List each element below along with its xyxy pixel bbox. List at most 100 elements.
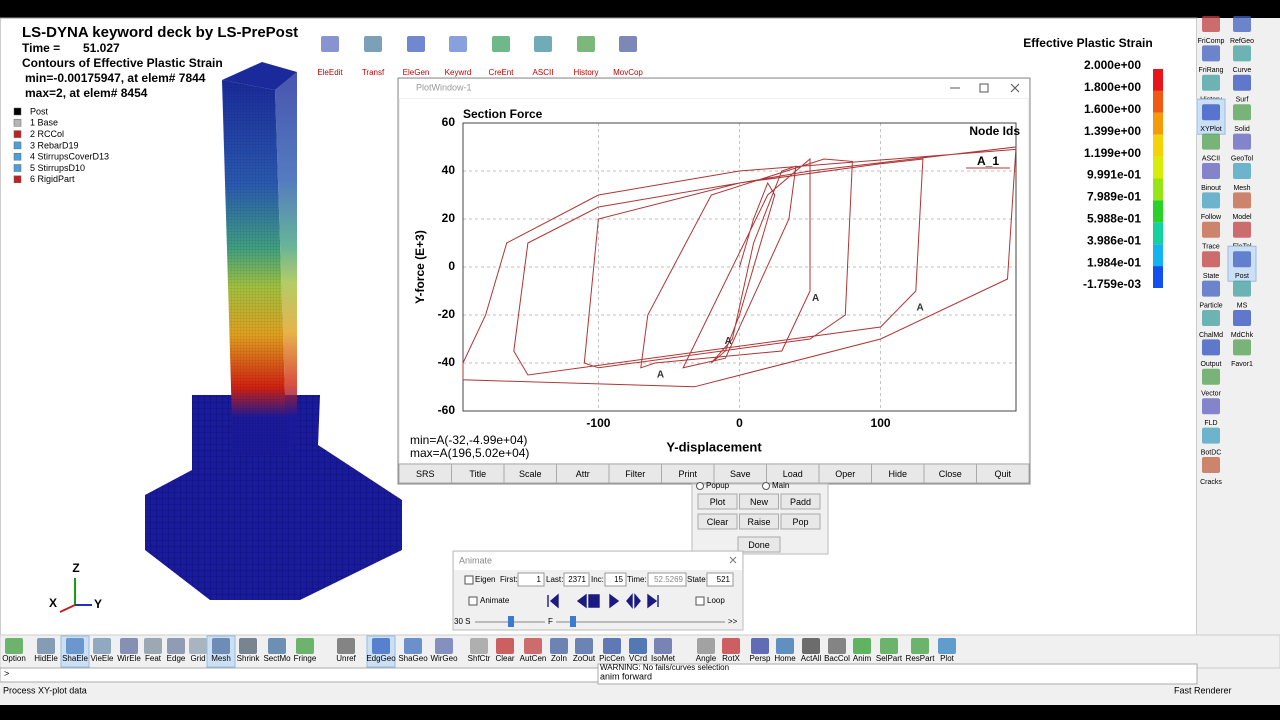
xy-button[interactable] <box>780 513 821 530</box>
tool-label: Post <box>1235 273 1249 280</box>
max-text: max=A(196,5.02e+04) <box>410 446 529 460</box>
renderer: Fast Renderer <box>1174 685 1232 695</box>
speed-label: 30 S <box>454 617 470 626</box>
time-label: Time: <box>627 575 647 584</box>
field[interactable] <box>604 572 627 587</box>
anim-button[interactable] <box>647 593 659 609</box>
icon <box>1202 16 1220 32</box>
tool-label: Mesh <box>211 654 231 663</box>
tool-label: Vector <box>1201 391 1222 398</box>
legend-label: 7.989e-01 <box>1087 190 1141 204</box>
done-button[interactable] <box>737 536 781 553</box>
triad: Z X Y <box>49 561 102 613</box>
time-value: 51.027 <box>83 41 120 55</box>
icon <box>1202 457 1220 473</box>
tool-label: Plot <box>940 654 955 663</box>
checkbox[interactable] <box>464 575 474 585</box>
first-label: First: <box>500 575 518 584</box>
legend-swatch <box>1153 156 1163 179</box>
icon <box>268 638 286 654</box>
animate-titlebar <box>454 552 742 570</box>
icon <box>1202 221 1220 238</box>
tool-label: SelPart <box>876 654 903 663</box>
field[interactable] <box>647 572 687 587</box>
checkbox[interactable] <box>468 596 478 606</box>
part-color <box>13 175 22 184</box>
tool-label: Shrink <box>237 654 261 663</box>
xy-button[interactable] <box>739 513 779 530</box>
legend-swatch <box>1153 200 1163 223</box>
plot-button[interactable] <box>976 463 1030 484</box>
icon <box>1233 280 1251 297</box>
state-label: State: <box>687 575 708 584</box>
tool-label: ResPart <box>906 654 936 663</box>
legend-swatch <box>1153 90 1163 113</box>
curve-marker: A <box>657 370 664 381</box>
anim-button[interactable] <box>576 593 587 609</box>
icon <box>167 638 185 654</box>
tool-label: Unref <box>336 654 356 663</box>
field[interactable] <box>517 572 545 587</box>
icon <box>911 638 929 654</box>
icon <box>120 638 138 654</box>
top-bar <box>0 0 1280 18</box>
icon <box>1202 45 1220 62</box>
toolbar-label: Transf <box>362 68 385 77</box>
win-close[interactable] <box>1010 83 1020 93</box>
tool-label: VCrd <box>629 654 647 663</box>
legend-label: 1.600e+00 <box>1084 102 1141 116</box>
icon <box>802 638 820 654</box>
anim-button[interactable] <box>609 593 620 609</box>
tool-label: WirGeo <box>430 654 458 663</box>
legend-entry: A_1 <box>977 154 999 168</box>
icon <box>404 638 422 654</box>
loop-label: Loop <box>707 596 725 605</box>
toolbar-label: EleGen <box>403 68 430 77</box>
command-line[interactable] <box>0 667 599 683</box>
part-label: 6 RigidPart <box>30 174 75 184</box>
max-info: max=2, at elem# 8454 <box>25 86 148 100</box>
icon <box>5 638 23 654</box>
tool-label: Feat <box>145 654 162 663</box>
legend-swatch <box>1153 69 1163 91</box>
tool-label: State <box>1203 273 1219 280</box>
xy-button[interactable] <box>697 493 738 510</box>
win-maximize[interactable] <box>979 83 989 93</box>
radio[interactable] <box>696 482 704 490</box>
field[interactable] <box>563 572 590 587</box>
tool-label: Trace <box>1202 244 1220 251</box>
tool-label: ASCII <box>1202 155 1220 162</box>
last-label: Last: <box>546 575 563 584</box>
xy-button[interactable] <box>697 513 738 530</box>
radio[interactable] <box>762 482 770 490</box>
part-color <box>13 130 22 138</box>
field[interactable] <box>706 572 734 587</box>
tool-label: FriRang <box>1199 67 1224 74</box>
icon <box>1233 16 1251 32</box>
icon <box>853 638 871 654</box>
checkbox[interactable] <box>695 596 705 606</box>
part-label: 2 RCCol <box>30 129 64 139</box>
icon <box>470 638 488 654</box>
anim-button[interactable] <box>547 593 559 609</box>
tool-label: Persp <box>750 654 771 663</box>
icon <box>337 638 355 654</box>
slider-thumb[interactable] <box>570 616 576 627</box>
animate-close[interactable] <box>729 556 737 564</box>
icon <box>239 638 257 654</box>
tool-label: MS <box>1237 302 1248 309</box>
icon <box>629 638 647 654</box>
icon <box>550 638 568 654</box>
tool-label: Anim <box>853 654 872 663</box>
xy-button[interactable] <box>780 493 821 510</box>
x-tick-label: 0 <box>736 416 743 430</box>
icon <box>1202 133 1220 150</box>
icon <box>577 36 595 52</box>
slider-thumb[interactable] <box>508 616 514 627</box>
legend-swatch <box>1153 244 1163 267</box>
xy-button[interactable] <box>739 493 779 510</box>
anim-button[interactable] <box>588 594 600 608</box>
anim-button[interactable] <box>626 593 641 609</box>
message: WARNING: No fails/curves selection <box>600 663 729 672</box>
